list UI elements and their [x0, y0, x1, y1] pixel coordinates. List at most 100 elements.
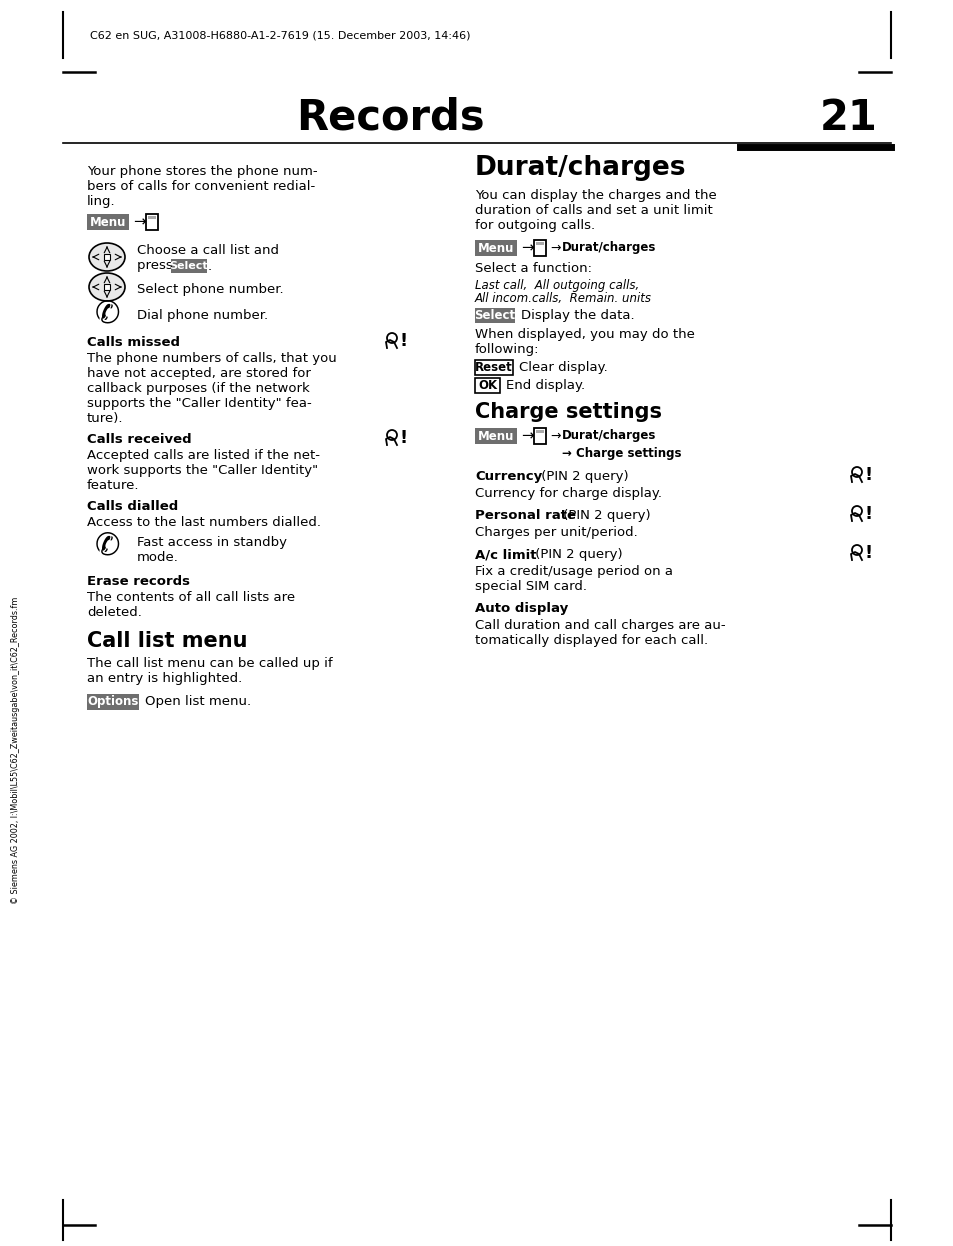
Text: Select: Select	[474, 309, 515, 321]
Text: Charges per unit/period.: Charges per unit/period.	[475, 526, 638, 540]
Text: an entry is highlighted.: an entry is highlighted.	[87, 672, 242, 685]
Text: Calls missed: Calls missed	[87, 336, 180, 349]
FancyBboxPatch shape	[475, 427, 517, 444]
Text: (PIN 2 query): (PIN 2 query)	[558, 510, 650, 522]
Text: Call duration and call charges are au-: Call duration and call charges are au-	[475, 619, 725, 632]
Text: Display the data.: Display the data.	[520, 309, 634, 321]
Text: Durat/charges: Durat/charges	[561, 242, 656, 254]
Circle shape	[387, 333, 396, 343]
Text: ture).: ture).	[87, 412, 123, 425]
Text: have not accepted, are stored for: have not accepted, are stored for	[87, 368, 311, 380]
Text: Options: Options	[88, 695, 138, 709]
Text: →: →	[520, 240, 533, 255]
FancyBboxPatch shape	[87, 694, 139, 710]
Text: !: !	[864, 545, 872, 562]
Text: (PIN 2 query): (PIN 2 query)	[531, 548, 622, 561]
Bar	[534, 427, 545, 444]
Text: Currency: Currency	[475, 470, 541, 483]
FancyBboxPatch shape	[475, 240, 517, 255]
FancyBboxPatch shape	[171, 259, 207, 273]
Bar	[104, 284, 110, 290]
Bar	[148, 216, 156, 219]
Text: !: !	[399, 429, 408, 447]
Text: →: →	[550, 430, 560, 442]
Text: Your phone stores the phone num-: Your phone stores the phone num-	[87, 164, 317, 178]
Circle shape	[387, 430, 396, 440]
Text: feature.: feature.	[87, 478, 139, 492]
Text: Currency for charge display.: Currency for charge display.	[475, 487, 661, 500]
Text: Select phone number.: Select phone number.	[137, 283, 283, 297]
FancyBboxPatch shape	[475, 308, 515, 323]
Text: for outgoing calls.: for outgoing calls.	[475, 219, 595, 232]
Text: Menu: Menu	[90, 216, 126, 228]
Text: deleted.: deleted.	[87, 606, 142, 619]
Text: All incom.calls,  Remain. units: All incom.calls, Remain. units	[475, 292, 651, 305]
Ellipse shape	[89, 273, 125, 302]
Text: Durat/charges: Durat/charges	[561, 430, 656, 442]
Text: Fast access in standby: Fast access in standby	[137, 536, 287, 549]
Bar	[146, 214, 158, 231]
Text: .: .	[208, 260, 212, 273]
Text: Dial phone number.: Dial phone number.	[137, 309, 268, 321]
Text: Records: Records	[295, 97, 484, 140]
Text: The contents of all call lists are: The contents of all call lists are	[87, 591, 294, 604]
FancyBboxPatch shape	[475, 360, 513, 375]
Text: Access to the last numbers dialled.: Access to the last numbers dialled.	[87, 516, 320, 530]
Text: work supports the "Caller Identity": work supports the "Caller Identity"	[87, 464, 317, 477]
Text: Open list menu.: Open list menu.	[145, 694, 251, 708]
Text: Erase records: Erase records	[87, 574, 190, 588]
Text: Last call,  All outgoing calls,: Last call, All outgoing calls,	[475, 279, 639, 292]
Text: Fix a credit/usage period on a: Fix a credit/usage period on a	[475, 564, 672, 578]
Circle shape	[851, 506, 862, 516]
Text: 21: 21	[820, 97, 877, 140]
Bar	[104, 254, 110, 260]
Text: press: press	[137, 259, 177, 272]
Text: ✆: ✆	[94, 532, 120, 561]
FancyBboxPatch shape	[475, 378, 499, 392]
Text: !: !	[399, 331, 408, 350]
Bar	[536, 430, 543, 434]
Text: ling.: ling.	[87, 196, 115, 208]
Text: When displayed, you may do the: When displayed, you may do the	[475, 328, 694, 341]
Bar	[536, 242, 543, 245]
Text: → Charge settings: → Charge settings	[561, 447, 680, 461]
Text: A/c limit: A/c limit	[475, 548, 536, 561]
Text: →: →	[550, 242, 560, 254]
Text: →: →	[132, 214, 146, 229]
Text: © Siemens AG 2002, I:\Mobil\L55\C62_Zweitausgabe\von_it\C62_Records.fm: © Siemens AG 2002, I:\Mobil\L55\C62_Zwei…	[11, 597, 20, 903]
Text: Reset: Reset	[475, 361, 513, 374]
Text: mode.: mode.	[137, 551, 178, 564]
Text: OK: OK	[477, 379, 497, 392]
Circle shape	[851, 467, 862, 477]
FancyBboxPatch shape	[87, 214, 129, 231]
Text: Charge settings: Charge settings	[475, 402, 661, 422]
Text: Menu: Menu	[477, 242, 514, 254]
Text: The call list menu can be called up if: The call list menu can be called up if	[87, 657, 333, 670]
Text: Select: Select	[170, 260, 208, 270]
Text: The phone numbers of calls, that you: The phone numbers of calls, that you	[87, 353, 336, 365]
Text: C62 en SUG, A31008-H6880-A1-2-7619 (15. December 2003, 14:46): C62 en SUG, A31008-H6880-A1-2-7619 (15. …	[90, 30, 470, 40]
Text: following:: following:	[475, 343, 539, 356]
Text: You can display the charges and the: You can display the charges and the	[475, 189, 716, 202]
Text: ✆: ✆	[94, 299, 120, 329]
Text: (PIN 2 query): (PIN 2 query)	[537, 470, 628, 483]
Text: Durat/charges: Durat/charges	[475, 155, 686, 181]
Text: !: !	[864, 466, 872, 483]
Text: supports the "Caller Identity" fea-: supports the "Caller Identity" fea-	[87, 397, 312, 410]
Text: →: →	[520, 429, 533, 444]
Text: Menu: Menu	[477, 430, 514, 442]
Text: duration of calls and set a unit limit: duration of calls and set a unit limit	[475, 204, 712, 217]
Text: bers of calls for convenient redial-: bers of calls for convenient redial-	[87, 179, 314, 193]
Text: !: !	[864, 505, 872, 523]
Text: Accepted calls are listed if the net-: Accepted calls are listed if the net-	[87, 449, 319, 462]
Text: special SIM card.: special SIM card.	[475, 579, 586, 593]
Circle shape	[851, 545, 862, 554]
Text: tomatically displayed for each call.: tomatically displayed for each call.	[475, 634, 707, 647]
Text: Select a function:: Select a function:	[475, 262, 592, 275]
Text: Choose a call list and: Choose a call list and	[137, 244, 278, 257]
Text: Calls received: Calls received	[87, 434, 192, 446]
Text: Clear display.: Clear display.	[518, 360, 607, 374]
Text: callback purposes (if the network: callback purposes (if the network	[87, 383, 310, 395]
Text: Calls dialled: Calls dialled	[87, 500, 178, 513]
Text: Call list menu: Call list menu	[87, 630, 247, 650]
